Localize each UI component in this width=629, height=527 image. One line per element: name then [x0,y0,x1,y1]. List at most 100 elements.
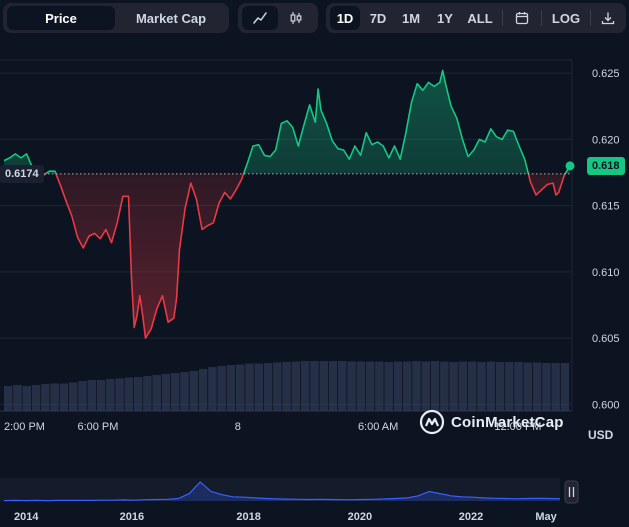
navigator-tick-label: 2020 [348,511,372,523]
volume-bar [486,361,495,411]
price-chart[interactable]: 0.625 0.620 0.615 0.610 0.605 0.600 2:00 PM 6:… [0,40,629,470]
tab-all[interactable]: ALL [467,10,493,26]
volume-bar [124,377,134,411]
navigator-tick-label: 2018 [236,511,260,523]
y-tick-label: 0.600 [592,399,620,411]
volume-bar [254,363,264,411]
volume-bar [393,361,403,411]
line-chart-icon[interactable] [242,6,278,30]
volume-bar [375,361,384,411]
volume-bar [106,379,115,411]
y-tick-label: 0.620 [592,134,620,146]
coinmarketcap-logo-icon [419,409,445,435]
volume-bar [384,362,393,411]
chart-toolbar: Price Market Cap 1D 7D 1M 1Y ALL [0,0,629,38]
volume-bar [421,361,431,411]
volume-bars [4,361,570,411]
volume-bar [338,361,347,411]
volume-bar [189,371,199,411]
price-line [3,69,571,339]
navigator-line [3,481,561,502]
navigator-area [4,482,560,501]
brand-name: CoinMarketCap [451,413,564,431]
price-area-fill [4,70,570,339]
time-range-tabs: 1D 7D 1M 1Y ALL LOG [326,3,626,33]
volume-bar [514,362,523,411]
x-tick-label: 6:00 PM [77,421,118,433]
volume-bar [282,362,291,411]
volume-bar [449,362,458,411]
price-fill-up [4,70,570,174]
toolbar-divider [541,10,542,26]
volume-bar [87,380,96,411]
x-tick-label: 6:00 AM [358,421,398,433]
volume-bar [328,361,338,411]
x-tick-label: 12:00 PM [494,421,541,433]
tab-1m[interactable]: 1M [401,10,421,26]
volume-bar [291,361,301,411]
x-tick-label: 2:00 PM [4,421,45,433]
x-axis: 2:00 PM 6:00 PM 8 6:00 AM 12:00 PM [4,421,541,433]
price-fill-down [40,173,566,339]
download-icon[interactable] [594,6,622,30]
tab-7d[interactable]: 7D [369,10,387,26]
volume-bar [495,362,505,411]
currency-label: USD [588,428,614,442]
toolbar-divider [502,10,503,26]
log-scale-button[interactable]: LOG [551,10,581,26]
data-type-tabs: Price Market Cap [3,3,229,33]
volume-bar [217,366,226,411]
y-axis: 0.625 0.620 0.615 0.610 0.605 0.600 [592,68,620,411]
volume-bar [560,363,570,411]
pause-handle-icon[interactable] [564,480,579,504]
navigator-overview [0,478,561,502]
candlestick-chart-icon[interactable] [278,6,314,30]
tab-1d[interactable]: 1D [330,6,360,30]
reference-line [0,161,575,175]
x-tick-label: 8 [235,421,241,433]
range-navigator[interactable]: 2014 2016 2018 2020 2022 May [0,470,629,527]
volume-bar [365,361,375,411]
tab-1y[interactable]: 1Y [437,10,453,26]
y-tick-label: 0.615 [592,201,620,213]
volume-bar [78,381,87,411]
volume-bar [68,382,78,411]
volume-bar [532,362,542,411]
y-tick-label: 0.605 [592,333,620,345]
navigator-axis: 2014 2016 2018 2020 2022 May [14,511,558,523]
current-price-label: 0.618 [587,156,625,175]
volume-bar [458,361,468,411]
y-tick-label: 0.610 [592,267,620,279]
toolbar-divider [590,10,591,26]
volume-bar [356,361,366,411]
brand-watermark: CoinMarketCap [419,409,564,435]
volume-bar [133,377,143,411]
navigator-tick-label: 2014 [14,511,39,523]
volume-bar [505,362,514,411]
volume-bar [171,373,180,411]
price-line-up [3,69,571,174]
volume-bar [319,361,328,411]
volume-bar [96,380,106,411]
volume-bar [412,361,421,411]
volume-bar [300,361,310,411]
calendar-icon[interactable] [507,6,537,30]
volume-bar [551,363,560,411]
volume-bar [208,367,217,411]
reference-price-label: 0.6174 [0,164,44,183]
volume-bar [542,363,551,411]
volume-bar [263,363,273,411]
chart-type-toggle [238,3,318,33]
navigator-tick-label: May [535,511,557,523]
volume-bar [477,362,486,411]
price-chart-area[interactable]: 0.625 0.620 0.615 0.610 0.605 0.600 2:00 PM 6:… [0,40,629,470]
tab-market-cap[interactable]: Market Cap [135,10,207,26]
volume-bar [245,363,254,411]
volume-bar [310,361,319,411]
current-price-dot [565,161,575,171]
volume-bar [347,361,356,411]
volume-bar [115,378,124,411]
tab-price[interactable]: Price [7,6,115,30]
volume-bar [235,364,245,411]
volume-bar [41,384,50,411]
